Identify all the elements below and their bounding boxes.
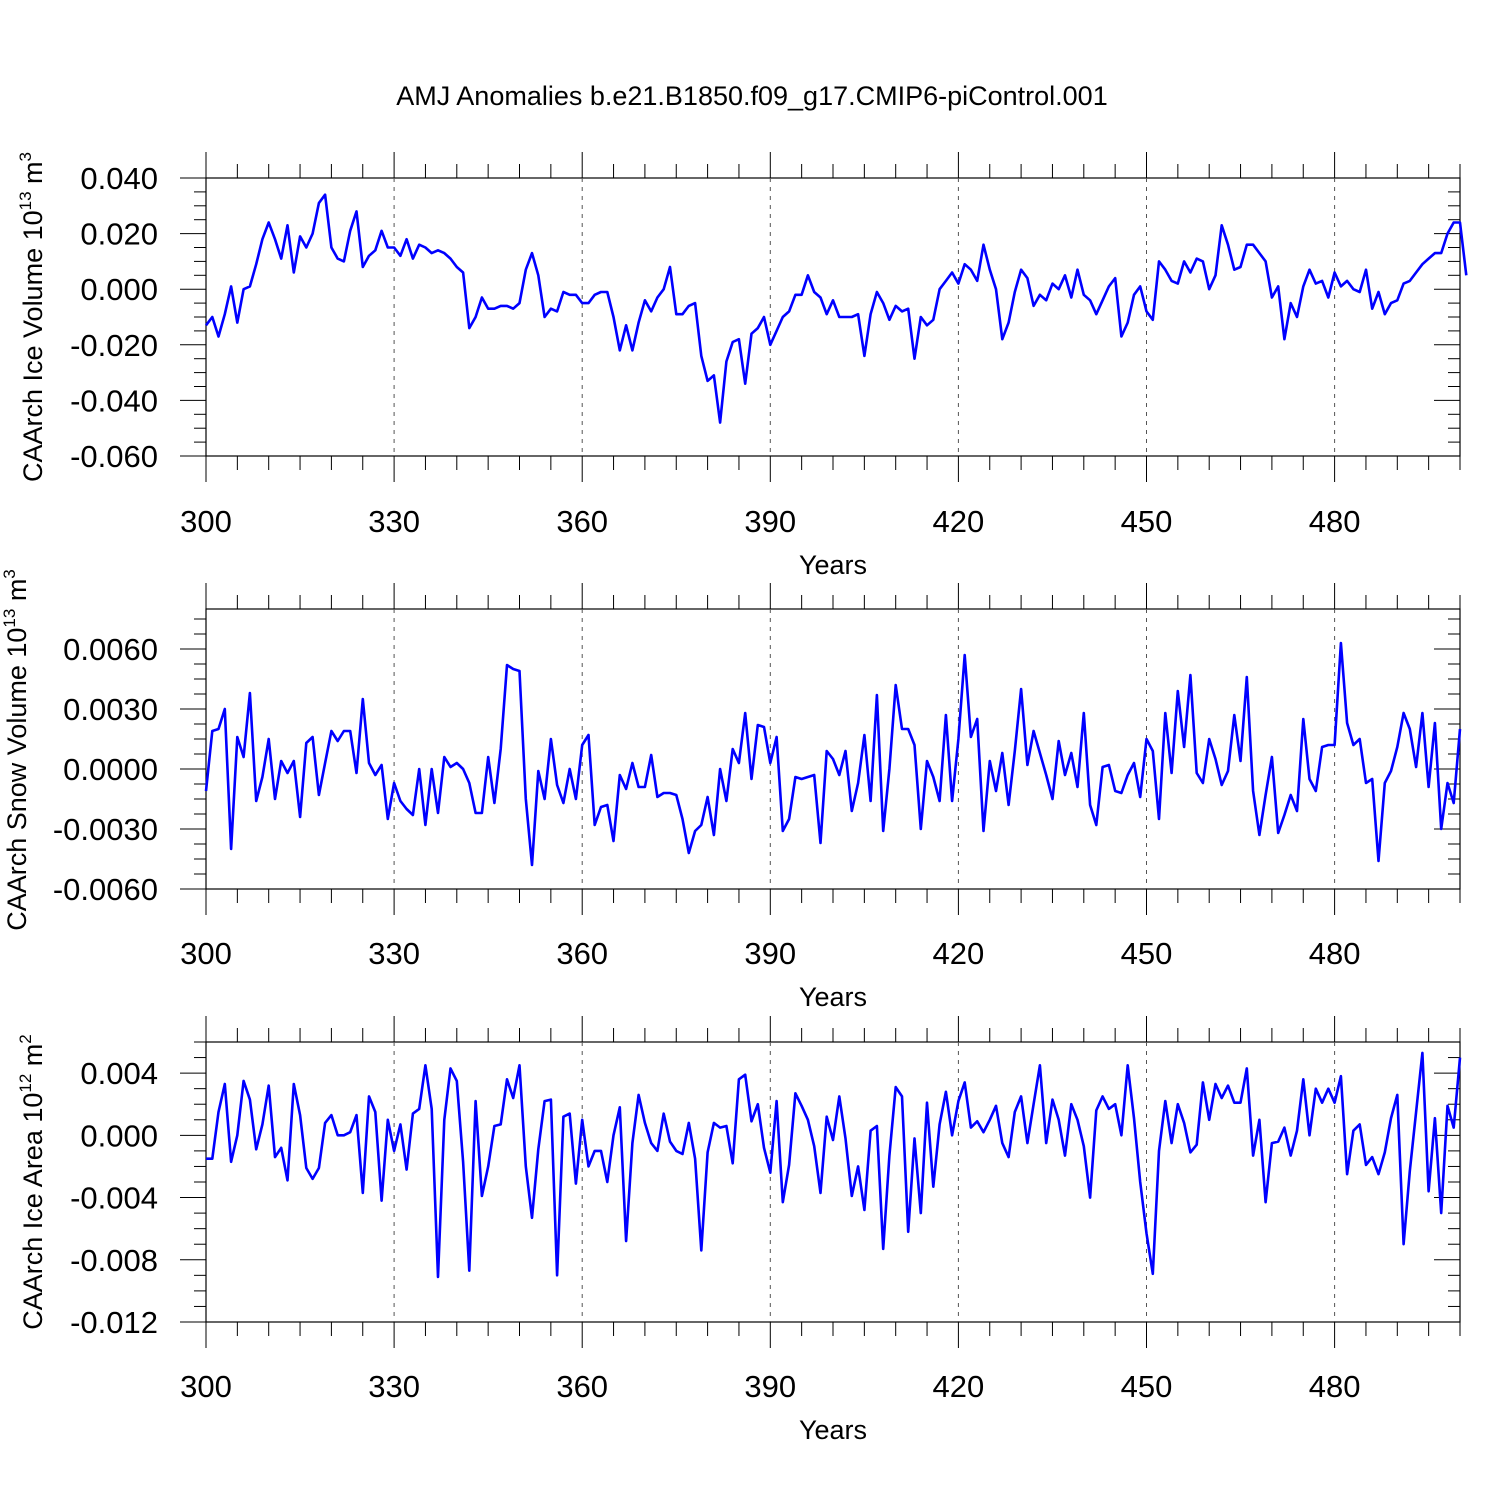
- y-tick-label: -0.0030: [53, 812, 158, 847]
- y-tick-label: 0.004: [80, 1056, 158, 1091]
- x-tick-label: 420: [933, 936, 985, 971]
- x-tick-label: 330: [368, 504, 420, 539]
- y-axis-label-unit: m: [18, 161, 48, 191]
- y-axis-label-unit: m: [18, 1044, 48, 1074]
- y-tick-label: 0.0030: [63, 692, 158, 727]
- y-tick-label: 0.0060: [63, 632, 158, 667]
- x-tick-label: 480: [1309, 1369, 1361, 1404]
- y-axis-label-exponent: 13: [0, 609, 19, 628]
- x-axis-label: Years: [799, 982, 867, 1012]
- x-tick-label: 360: [556, 504, 608, 539]
- x-tick-label: 420: [933, 1369, 985, 1404]
- y-axis-label-unit-exponent: 2: [16, 1034, 35, 1043]
- y-tick-label: 0.000: [80, 272, 158, 307]
- y-tick-label: -0.060: [70, 439, 158, 474]
- x-tick-label: 300: [180, 504, 232, 539]
- x-tick-label: 390: [744, 1369, 796, 1404]
- y-axis-label-exponent: 13: [16, 191, 35, 210]
- x-tick-label: 330: [368, 1369, 420, 1404]
- y-axis-label: CAArch Ice Volume 1013 m3: [16, 152, 48, 482]
- figure-title: AMJ Anomalies b.e21.B1850.f09_g17.CMIP6-…: [396, 81, 1107, 111]
- y-tick-label: -0.004: [70, 1181, 158, 1216]
- y-axis-label: CAArch Snow Volume 1013 m3: [0, 569, 32, 931]
- series-line: [204, 193, 1468, 424]
- x-tick-label: 480: [1309, 504, 1361, 539]
- y-tick-label: -0.008: [70, 1243, 158, 1278]
- x-tick-label: 480: [1309, 936, 1361, 971]
- x-tick-label: 360: [556, 936, 608, 971]
- x-axis-label: Years: [799, 1415, 867, 1445]
- y-axis-label-unit-exponent: 3: [0, 569, 19, 578]
- y-tick-label: 0.040: [80, 161, 158, 196]
- x-tick-label: 390: [744, 504, 796, 539]
- x-tick-label: 390: [744, 936, 796, 971]
- x-tick-label: 450: [1121, 936, 1173, 971]
- y-axis-label: CAArch Ice Area 1012 m2: [16, 1034, 48, 1330]
- y-tick-label: -0.012: [70, 1305, 158, 1340]
- y-tick-label: 0.000: [80, 1118, 158, 1153]
- x-tick-label: 450: [1121, 1369, 1173, 1404]
- chart-panel-3: 300 330 360 390 420 450 480 Years -0.012 -0.008 -0…: [16, 1016, 1462, 1445]
- x-axis-label: Years: [799, 550, 867, 580]
- x-tick-label: 300: [180, 1369, 232, 1404]
- y-tick-label: 0.020: [80, 217, 158, 252]
- x-tick-label: 420: [933, 504, 985, 539]
- x-tick-label: 450: [1121, 504, 1173, 539]
- x-tick-label: 300: [180, 936, 232, 971]
- y-tick-label: -0.040: [70, 383, 158, 418]
- y-axis-label-text: CAArch Ice Area 10: [18, 1093, 48, 1330]
- y-tick-label: -0.0060: [53, 872, 158, 907]
- y-tick-label: -0.020: [70, 328, 158, 363]
- series-line: [206, 1051, 1462, 1279]
- y-tick-label: 0.0000: [63, 752, 158, 787]
- chart-panel-2: 300 330 360 390 420 450 480 Years -0.0060 -0.0030…: [0, 569, 1462, 1012]
- y-axis-label-unit: m: [2, 579, 32, 609]
- y-axis-label-unit-exponent: 3: [16, 152, 35, 161]
- y-axis-label-exponent: 12: [16, 1074, 35, 1093]
- chart-panel-1: 300 330 360 390 420 450 480 Years -0.060 -0.040 -0…: [16, 152, 1468, 580]
- x-tick-label: 360: [556, 1369, 608, 1404]
- x-tick-label: 330: [368, 936, 420, 971]
- y-axis-label-text: CAArch Snow Volume 10: [2, 628, 32, 931]
- y-axis-label-text: CAArch Ice Volume 10: [18, 210, 48, 482]
- series-line: [204, 641, 1462, 867]
